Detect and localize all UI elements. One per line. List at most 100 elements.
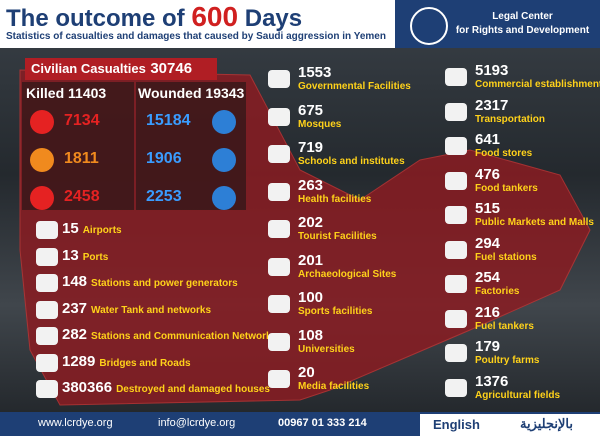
language: English: [433, 417, 480, 432]
wounded-value: 15184: [146, 112, 191, 129]
icon: [36, 380, 58, 398]
icon: [445, 344, 467, 362]
stat-label: Fuel stations: [475, 251, 537, 263]
subtitle: Statistics of casualties and damages tha…: [6, 31, 386, 42]
stat-label: Public Markets and Malls: [475, 217, 594, 228]
stat-value: 2317: [475, 96, 509, 114]
icon: [445, 171, 467, 190]
stat-value: 201: [298, 251, 324, 269]
icon: [268, 145, 290, 163]
wounded-label: Wounded: [138, 85, 202, 101]
stat-label: Food stores: [475, 148, 533, 159]
casualties-banner: Civilian Casualties 30746: [25, 58, 217, 80]
stat-value: 15: [62, 220, 79, 237]
stat-label: Universities: [298, 343, 355, 355]
logo: [410, 7, 448, 45]
stat-row: 282 Stations and Communication Networks: [62, 326, 277, 344]
stat-row: 148 Stations and power generators: [62, 273, 238, 291]
icon: [36, 327, 58, 345]
icon: [268, 295, 290, 313]
stat-label: Food tankers: [475, 182, 538, 194]
stat-row: 13 Ports: [62, 247, 108, 265]
stat-value: 20: [298, 364, 315, 381]
stat-label: Commercial establishments: [475, 79, 600, 90]
footer-email: info@lcrdye.org: [158, 417, 236, 429]
stat-value: 5193: [475, 62, 509, 79]
wounded-icon: [212, 186, 236, 210]
icon: [445, 68, 467, 86]
killed-header: Killed 11403: [26, 85, 106, 101]
stat-label: Media facilities: [298, 381, 370, 392]
wounded-value: 2253: [146, 188, 182, 205]
stat-value: 216: [475, 303, 501, 321]
language-bar: [420, 414, 600, 436]
icon: [445, 137, 467, 155]
icon: [36, 353, 58, 372]
title: The outcome of 600 Days: [6, 1, 302, 33]
icon: [268, 220, 290, 238]
stat-label: Mosques: [298, 118, 342, 130]
icon: [445, 206, 467, 224]
stat-value: 719: [298, 139, 324, 156]
stat-value: 108: [298, 326, 324, 344]
stat-value: 100: [298, 289, 324, 306]
footer-website: www.lcrdye.org: [38, 417, 113, 429]
icon: [268, 70, 290, 88]
stat-row: 1289 Bridges and Roads: [62, 353, 191, 371]
stat-label: Sports facilities: [298, 306, 373, 317]
title-number: 600: [191, 1, 239, 32]
stat-label: Airports: [82, 225, 122, 236]
icon: [268, 332, 290, 351]
title-end: Days: [244, 5, 303, 32]
title-start: The outcome of: [6, 5, 185, 32]
stat-label: Agricultural fields: [475, 389, 561, 401]
stat-label: Fuel tankers: [475, 320, 534, 332]
icon: [445, 240, 467, 259]
stat-value: 294: [475, 234, 501, 252]
stat-value: 148: [62, 273, 88, 290]
stat-value: 476: [475, 165, 501, 183]
stat-value: 179: [475, 338, 501, 355]
stat-label: Transportation: [475, 113, 546, 125]
icon: [445, 275, 467, 293]
stat-label: Factories: [475, 286, 520, 297]
stat-value: 1376: [475, 372, 509, 390]
stat-label: Destroyed and damaged houses: [116, 384, 270, 395]
killed-value: 7134: [64, 112, 100, 129]
wounded-icon: [212, 110, 236, 134]
icon: [268, 107, 290, 126]
stat-value: 263: [298, 176, 324, 194]
stat-label: Water Tank and networks: [91, 304, 212, 316]
stat-value: 641: [475, 131, 501, 148]
icon: [268, 370, 290, 388]
stat-label: Health facilities: [298, 193, 372, 205]
stat-value: 254: [475, 269, 501, 286]
org-line: Legal Center: [492, 11, 553, 22]
stat-label: Archaeological Sites: [298, 268, 397, 280]
stat-value: 515: [475, 200, 501, 217]
stat-label: Ports: [82, 251, 109, 263]
wounded-header: Wounded 19343: [138, 85, 244, 101]
org: Legal Center for Rights and Development: [450, 10, 595, 38]
icon: [36, 221, 58, 239]
stat-value: 1289: [62, 352, 96, 370]
stat-row: 380366 Destroyed and damaged houses: [62, 379, 270, 397]
header-bg: [0, 0, 395, 48]
killed-value: 2458: [64, 188, 100, 205]
stat-label: Tourist Facilities: [298, 231, 377, 242]
footer-phone: 00967 01 333 214: [278, 417, 367, 429]
stat-value: 1553: [298, 64, 332, 81]
icon: [445, 309, 467, 328]
icon: [268, 257, 290, 276]
icon: [36, 274, 58, 292]
killed-label: Killed: [26, 85, 65, 101]
stat-row: 15 Airports: [62, 220, 122, 238]
stat-row: 237 Water Tank and networks: [62, 300, 211, 318]
killed-icon: [30, 110, 54, 134]
killed-icon: [30, 186, 54, 210]
stat-value: 202: [298, 214, 324, 231]
icon: [36, 247, 58, 266]
icon: [268, 182, 290, 201]
stat-label: Poultry farms: [475, 355, 540, 366]
